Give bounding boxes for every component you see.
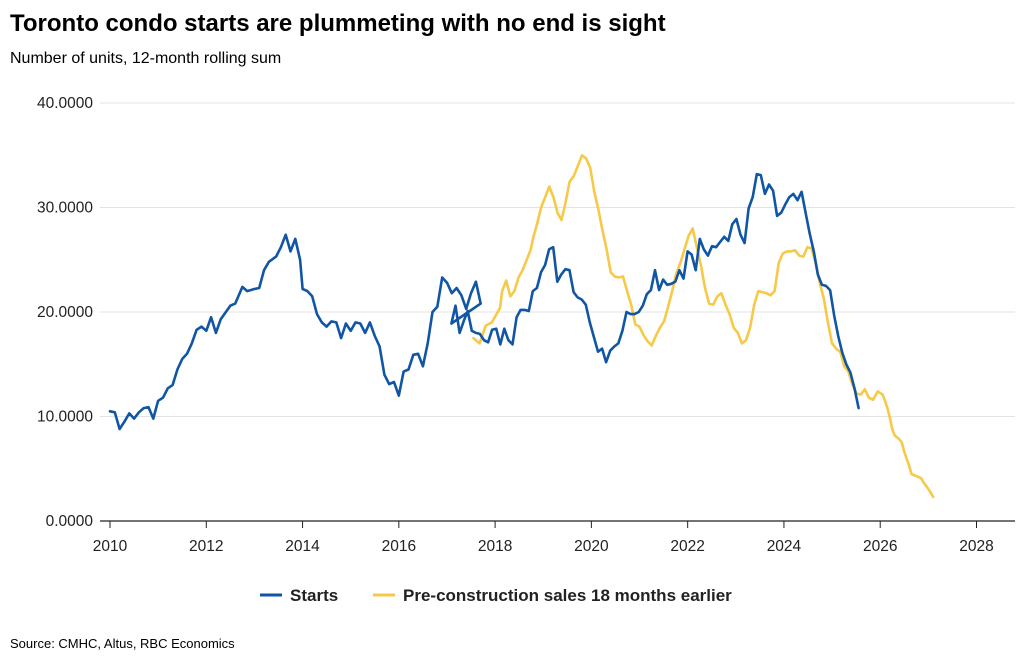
legend-starts-label: Starts [290,586,338,605]
chart-title: Toronto condo starts are plummeting with… [10,10,666,37]
x-tick-label: 2014 [285,538,320,555]
x-tick-label: 2024 [767,538,802,555]
y-tick-label: 20.0000 [37,304,93,321]
y-tick-label: 0.0000 [46,513,94,530]
y-axis-ticks: 0.0000 10.0000 20.0000 30.0000 40.0000 [37,95,93,530]
x-tick-label: 2016 [382,538,416,555]
x-tick-label: 2022 [670,538,704,555]
x-tick-label: 2028 [959,538,993,555]
series-line-pre-construction-sales [472,154,935,499]
x-axis-ticks: 2010 2012 2014 2016 2018 2020 2022 2024 2026 2028 [93,521,994,555]
grid-lines [100,102,1015,417]
x-tick-label: 2012 [189,538,223,555]
x-tick-label: 2018 [478,538,512,555]
source-note: Source: CMHC, Altus, RBC Economics [10,636,235,651]
y-tick-label: 40.0000 [37,95,93,112]
y-tick-label: 10.0000 [37,409,93,426]
series-line-starts [108,172,860,431]
x-tick-label: 2026 [863,538,897,555]
series-group [108,154,935,499]
chart-subtitle: Number of units, 12-month rolling sum [10,50,282,67]
y-tick-label: 30.0000 [37,200,93,217]
x-tick-label: 2010 [93,538,128,555]
x-tick-label: 2020 [574,538,609,555]
legend-sales-label: Pre-construction sales 18 months earlier [403,586,732,605]
legend: Starts Pre-construction sales 18 months … [260,586,732,605]
